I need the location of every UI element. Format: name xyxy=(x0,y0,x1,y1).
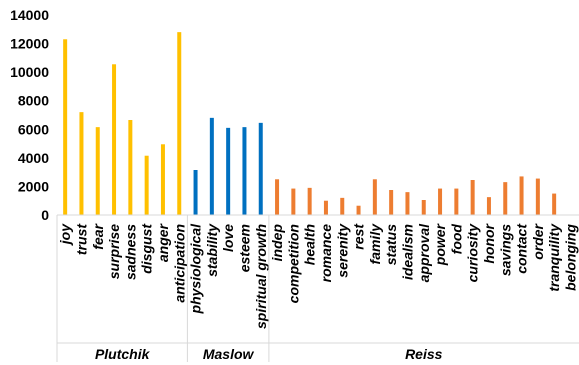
bar-spiritual-growth xyxy=(258,122,263,215)
bar-esteem xyxy=(242,127,247,215)
bar-rest xyxy=(356,205,361,215)
category-label: savings xyxy=(497,224,513,276)
category-label: family xyxy=(367,223,383,265)
y-tick-label: 8000 xyxy=(18,93,49,109)
bar-contact xyxy=(519,176,524,215)
y-tick-label: 0 xyxy=(41,207,49,223)
bar-approval xyxy=(421,200,426,215)
category-label: esteem xyxy=(236,224,252,272)
category-label: contact xyxy=(514,223,530,274)
bars xyxy=(63,32,557,216)
bar-savings xyxy=(503,182,508,215)
bar-fear xyxy=(95,127,100,215)
bar-family xyxy=(372,179,377,215)
bar-idealism xyxy=(405,192,410,215)
category-label: serenity xyxy=(334,223,350,278)
y-tick-label: 14000 xyxy=(10,7,49,23)
bar-disgust xyxy=(144,155,149,215)
category-label: love xyxy=(220,224,236,252)
y-axis: 0 2000 4000 6000 8000 10000 12000 14000 xyxy=(10,7,49,223)
category-label: anticipation xyxy=(171,224,187,303)
category-label: approval xyxy=(416,223,432,282)
category-label: romance xyxy=(318,224,334,283)
category-label: competition xyxy=(285,224,301,303)
y-tick-label: 6000 xyxy=(18,121,49,137)
category-label: indep xyxy=(269,224,285,262)
category-label: stability xyxy=(204,223,220,277)
bar-tranquility xyxy=(552,193,557,215)
bar-honor xyxy=(486,197,491,215)
category-label: rest xyxy=(351,223,367,250)
bar-surprise xyxy=(112,64,117,216)
bar-sadness xyxy=(128,120,133,215)
category-label: food xyxy=(448,224,464,255)
category-label: disgust xyxy=(139,223,155,274)
category-label: order xyxy=(530,222,546,259)
category-label: tranquility xyxy=(546,223,562,292)
category-label: joy xyxy=(57,223,73,246)
category-label: anger xyxy=(155,222,171,262)
category-label: idealism xyxy=(399,224,415,280)
bar-competition xyxy=(291,188,296,215)
bar-love xyxy=(226,127,231,215)
group-label-maslow: Maslow xyxy=(203,346,255,362)
bar-stability xyxy=(209,117,214,215)
category-label: belonging xyxy=(562,224,578,291)
x-axis: joy trust fear surprise sadness disgust anger a… xyxy=(56,214,579,362)
y-tick-label: 10000 xyxy=(10,64,49,80)
category-label: spiritual growth xyxy=(253,224,269,329)
category-label: fear xyxy=(90,222,106,249)
category-label: health xyxy=(302,224,318,265)
bar-power xyxy=(438,188,443,215)
bar-romance xyxy=(323,200,328,215)
category-label: curiosity xyxy=(465,223,481,283)
group-label-plutchik: Plutchik xyxy=(95,346,151,362)
bar-trust xyxy=(79,112,84,215)
bar-serenity xyxy=(340,197,345,215)
category-label: sadness xyxy=(122,224,138,280)
category-label: status xyxy=(383,224,399,265)
category-label: power xyxy=(432,222,448,266)
bar-health xyxy=(307,187,312,215)
y-tick-label: 12000 xyxy=(10,36,49,52)
bar-curiosity xyxy=(470,180,475,215)
bar-physiological xyxy=(193,170,198,215)
bar-food xyxy=(454,188,459,215)
bar-status xyxy=(389,190,394,215)
category-label: physiological xyxy=(188,223,204,315)
bar-anger xyxy=(160,144,165,215)
bar-anticipation xyxy=(177,32,182,216)
group-label-reiss: Reiss xyxy=(405,346,443,362)
y-tick-label: 2000 xyxy=(18,178,49,194)
bar-order xyxy=(535,178,540,215)
bar-indep xyxy=(275,179,280,215)
bar-joy xyxy=(63,39,68,216)
y-tick-label: 4000 xyxy=(18,150,49,166)
category-label: surprise xyxy=(106,224,122,279)
category-label: honor xyxy=(481,222,497,263)
category-label: trust xyxy=(73,223,89,255)
